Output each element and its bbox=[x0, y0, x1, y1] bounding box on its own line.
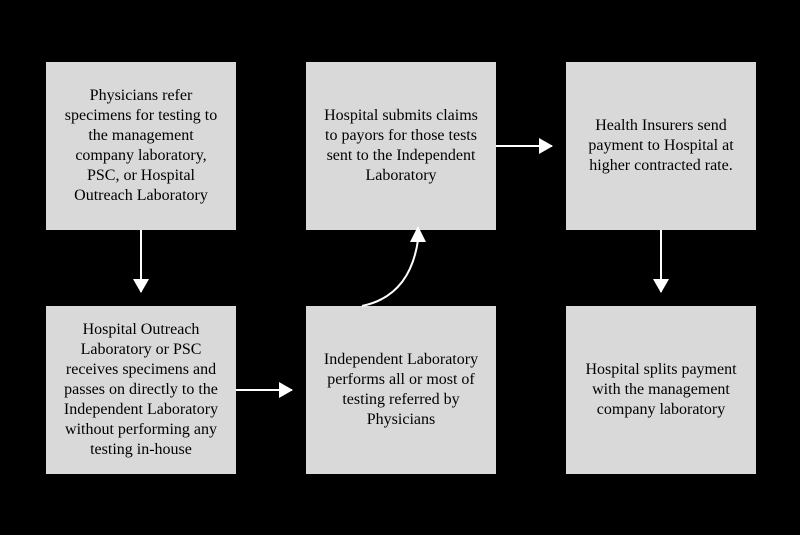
flow-box-3: Health Insurers send payment to Hospital… bbox=[566, 62, 756, 230]
arrow-4to5 bbox=[236, 389, 292, 391]
arrow-2to3 bbox=[496, 145, 552, 147]
flow-box-3-text: Health Insurers send payment to Hospital… bbox=[580, 116, 742, 176]
arrow-3to6 bbox=[660, 230, 662, 292]
flow-box-5: Independent Laboratory performs all or m… bbox=[306, 306, 496, 474]
flow-box-4-text: Hospital Outreach Laboratory or PSC rece… bbox=[60, 320, 222, 460]
flow-box-6-text: Hospital splits payment with the managem… bbox=[580, 360, 742, 420]
arrow-1to4 bbox=[140, 230, 142, 292]
flow-box-1: Physicians refer specimens for testing t… bbox=[46, 62, 236, 230]
flow-box-4: Hospital Outreach Laboratory or PSC rece… bbox=[46, 306, 236, 474]
flow-box-5-text: Independent Laboratory performs all or m… bbox=[320, 350, 482, 430]
flow-box-2: Hospital submits claims to payors for th… bbox=[306, 62, 496, 230]
flow-box-1-text: Physicians refer specimens for testing t… bbox=[60, 86, 222, 206]
flow-box-2-text: Hospital submits claims to payors for th… bbox=[320, 106, 482, 186]
flow-box-6: Hospital splits payment with the managem… bbox=[566, 306, 756, 474]
arrow-5to2 bbox=[350, 226, 450, 310]
